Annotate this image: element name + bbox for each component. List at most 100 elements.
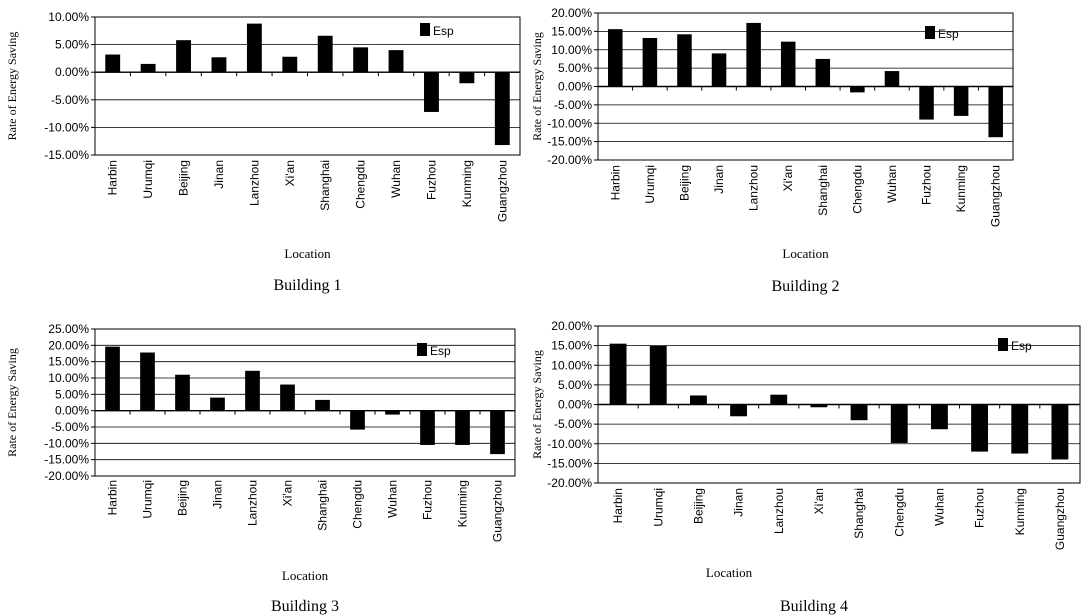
category-label: Shanghai [316,480,330,531]
y-tick-label: 20.00% [551,6,592,20]
category-label: Guangzhou [1053,488,1067,550]
category-label: Harbin [106,160,120,195]
bar-harbin [608,29,623,87]
bar-xian [282,56,298,73]
legend-swatch [925,26,935,39]
category-label: Xi'an [781,165,795,191]
y-tick-label: 10.00% [551,43,592,57]
y-tick-label: 0.00% [558,80,592,94]
bar-lanzhou [245,370,260,411]
y-tick-label: 5.00% [558,378,592,392]
y-tick-label: -15.00% [44,148,89,162]
y-tick-label: 0.00% [55,65,89,79]
legend-label: Esp [938,27,959,41]
y-tick-label: 25.00% [48,322,89,336]
bar-jinan [730,404,748,417]
category-label: Xi'an [281,480,295,506]
bar-chengdu [850,86,865,93]
y-tick-label: 0.00% [558,398,592,412]
bar-beijing [677,34,692,87]
category-label: Urumqi [141,480,155,519]
bar-wuhan [884,71,900,87]
bar-urumqi [649,345,667,405]
category-label: Chengdu [354,160,368,209]
y-tick-label: 5.00% [55,387,89,401]
y-tick-label: 5.00% [558,61,592,75]
bar-urumqi [140,63,156,73]
legend-swatch [420,23,430,36]
bar-chengdu [890,404,908,443]
category-label: Lanzhou [247,160,261,206]
chart-4: 20.00% 15.00% 10.00% 5.00% 0.00% -5.00% -10.00… [530,319,1081,615]
bar-urumqi [140,352,155,411]
bar-shanghai [315,399,330,411]
category-label: Fuzhou [421,480,435,520]
y-tick-label: 15.00% [551,339,592,353]
category-label: Lanzhou [747,165,761,211]
y-tick-label: 10.00% [551,358,592,372]
bar-fuzhou [420,410,435,445]
category-label: Xi'an [812,488,826,514]
category-label: Guangzhou [491,480,505,542]
bar-harbin [105,346,120,411]
y-tick-label: 10.00% [48,371,89,385]
category-label: Jinan [732,488,746,517]
plot-area [94,16,521,156]
y-tick-label: -20.00% [547,153,592,167]
category-label: Kunming [1013,488,1027,535]
y-tick-label: -20.00% [547,476,592,490]
bar-kunming [953,86,969,116]
y-tick-label: -15.00% [547,135,592,149]
y-tick-label: 20.00% [48,338,89,352]
y-tick-label: -10.00% [547,437,592,451]
category-label: Chengdu [892,488,906,537]
y-tick-label: 20.00% [551,319,592,333]
bar-guangzhou [490,410,505,455]
bar-guangzhou [988,86,1003,138]
category-label: Jinan [211,480,225,509]
category-label: Jinan [212,160,226,189]
category-label: Wuhan [885,165,899,203]
legend-label: Esp [430,344,451,358]
bar-chengdu [350,410,365,430]
chart-caption: Building 2 [771,278,839,295]
bar-jinan [711,53,727,87]
y-tick-label: -10.00% [44,120,89,134]
category-label: Beijing [691,488,705,524]
category-label: Chengdu [850,165,864,214]
bar-fuzhou [971,404,989,452]
y-axis-label: Rate of Energy Saving [530,32,544,141]
bar-jinan [210,397,225,411]
y-tick-label: 5.00% [55,38,89,52]
bar-xian [780,41,796,87]
bar-xian [280,384,295,411]
chart-2: 20.00% 15.00% 10.00% 5.00% 0.00% -5.00% -10.00… [530,6,1014,295]
y-tick-label: -5.00% [554,417,592,431]
x-axis-label: Location [282,568,329,583]
category-label: Fuzhou [424,160,438,200]
bar-beijing [176,40,191,73]
y-tick-label: 0.00% [55,404,89,418]
bar-wuhan [388,50,404,73]
category-label: Chengdu [351,480,365,529]
category-label: Shanghai [852,488,866,539]
category-label: Fuzhou [920,165,934,205]
y-axis-label: Rate of Energy Saving [5,348,19,457]
category-label: Urumqi [643,165,657,204]
category-label: Shanghai [816,165,830,216]
category-label: Beijing [677,165,691,201]
x-axis-label: Location [284,246,331,261]
category-label: Beijing [176,480,190,516]
y-tick-label: 15.00% [551,24,592,38]
category-label: Fuzhou [973,488,987,528]
category-label: Harbin [611,488,625,523]
y-tick-label: 10.00% [48,10,89,24]
category-label: Guangzhou [495,160,509,222]
legend-swatch [998,338,1008,351]
bar-shanghai [815,58,831,87]
category-label: Kunming [460,160,474,207]
legend-label: Esp [1011,339,1032,353]
category-label: Beijing [177,160,191,196]
bar-lanzhou [746,22,761,87]
